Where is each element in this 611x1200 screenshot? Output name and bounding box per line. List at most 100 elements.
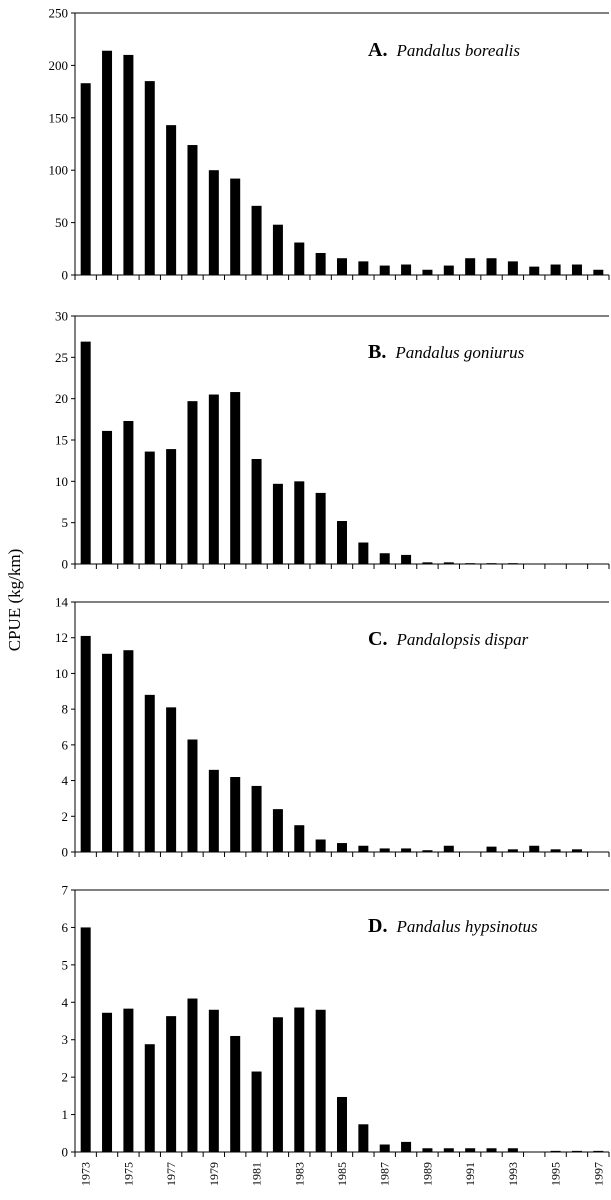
panel-letter: B. — [368, 341, 386, 363]
bar-1982 — [272, 1017, 283, 1152]
bar-1986 — [358, 542, 369, 564]
bar-1977 — [166, 1016, 177, 1152]
bar-1973 — [80, 635, 91, 852]
bar-1973 — [80, 341, 91, 564]
bar-1974 — [102, 653, 113, 852]
bar-1986 — [358, 1124, 369, 1152]
bar-1976 — [144, 1044, 155, 1152]
x-tick-label-1983: 1983 — [292, 1162, 306, 1186]
y-tick-label: 2 — [62, 809, 69, 824]
bar-1985 — [337, 1096, 347, 1152]
bar-1976 — [144, 694, 155, 852]
bar-1995 — [550, 1150, 561, 1152]
bar-1987 — [379, 848, 390, 852]
bar-1977 — [166, 707, 177, 852]
bar-1994 — [529, 266, 540, 275]
bar-1993 — [507, 1148, 518, 1152]
bar-1974 — [102, 1012, 113, 1152]
bar-1983 — [294, 1007, 305, 1152]
bar-1985 — [337, 258, 347, 275]
bar-1978 — [187, 401, 198, 564]
y-tick-label: 6 — [62, 920, 69, 935]
bar-1975 — [123, 1008, 134, 1152]
bar-1994 — [529, 845, 540, 852]
y-tick-label: 7 — [62, 883, 69, 898]
bar-1986 — [358, 845, 369, 852]
y-tick-label: 14 — [55, 595, 69, 610]
bar-1990 — [443, 265, 454, 275]
bar-1986 — [358, 261, 369, 275]
bar-1995 — [550, 264, 561, 275]
bar-1996 — [571, 264, 582, 275]
y-tick-label: 200 — [49, 58, 69, 73]
panel-letter: C. — [368, 628, 387, 650]
y-tick-label: 15 — [55, 433, 68, 448]
bar-1974 — [102, 50, 113, 276]
y-tick-label: 0 — [62, 845, 69, 860]
y-tick-label: 20 — [55, 391, 68, 406]
bar-1980 — [230, 777, 241, 852]
y-tick-label: 8 — [62, 702, 69, 717]
y-tick-label: 100 — [49, 163, 69, 178]
bar-1984 — [315, 492, 326, 564]
bar-1976 — [144, 81, 155, 276]
bar-1996 — [571, 849, 582, 852]
bar-1997 — [593, 269, 604, 275]
bar-1988 — [401, 1141, 412, 1152]
bar-1977 — [166, 449, 177, 564]
bar-1977 — [166, 125, 177, 275]
y-tick-label: 3 — [62, 1032, 69, 1047]
panel-label: B. Pandalus goniurus — [368, 341, 525, 363]
bar-1992 — [486, 1148, 497, 1152]
bar-1991 — [465, 258, 476, 275]
bar-1973 — [80, 83, 91, 275]
bar-1992 — [486, 846, 497, 852]
bar-1980 — [230, 178, 241, 275]
x-tick-label-1975: 1975 — [121, 1162, 135, 1186]
bar-1979 — [208, 394, 219, 564]
bar-1995 — [550, 849, 561, 852]
bar-1993 — [507, 849, 518, 852]
bar-1978 — [187, 739, 198, 852]
species-name: Pandalus hypsinotus — [395, 917, 538, 936]
bar-1984 — [315, 839, 326, 852]
bar-1981 — [251, 1071, 262, 1152]
y-tick-label: 1 — [62, 1107, 69, 1122]
bar-1985 — [337, 521, 347, 564]
bar-1980 — [230, 1035, 241, 1152]
bar-1989 — [422, 269, 433, 275]
bar-1973 — [80, 927, 91, 1152]
y-tick-label: 150 — [49, 110, 69, 125]
y-tick-label: 250 — [49, 6, 69, 21]
x-tick-label-1981: 1981 — [250, 1162, 264, 1186]
y-tick-label: 0 — [62, 1145, 69, 1160]
x-tick-label-1977: 1977 — [164, 1162, 178, 1186]
x-tick-label-1979: 1979 — [207, 1162, 221, 1186]
bar-1982 — [272, 483, 283, 564]
species-name: Pandalopsis dispar — [395, 630, 528, 649]
panel-letter: A. — [368, 39, 387, 61]
panel-b: 0 5 10 15 20 25 30 B. Pandalus goniurus — [55, 309, 610, 572]
bar-1987 — [379, 265, 390, 275]
bar-1976 — [144, 451, 155, 564]
species-name: Pandalus borealis — [395, 41, 520, 60]
bar-1996 — [571, 1150, 582, 1152]
x-tick-label-1993: 1993 — [506, 1162, 520, 1186]
bar-1981 — [251, 205, 262, 275]
bar-1979 — [208, 1009, 219, 1152]
y-tick-label: 12 — [55, 630, 68, 645]
bar-1984 — [315, 252, 326, 275]
bar-1989 — [422, 1148, 433, 1152]
bar-1987 — [379, 553, 390, 564]
bar-1978 — [187, 998, 198, 1152]
bar-1981 — [251, 785, 262, 852]
bar-1983 — [294, 242, 305, 275]
y-axis-title: CPUE (kg/km) — [5, 549, 24, 651]
panel-label: C. Pandalopsis dispar — [368, 628, 529, 650]
panel-a: 0 50 100 150 200 250 A. Pandalus borealis — [49, 6, 610, 283]
y-tick-label: 6 — [62, 737, 69, 752]
bar-1975 — [123, 650, 134, 852]
panel-letter: D. — [368, 915, 387, 937]
